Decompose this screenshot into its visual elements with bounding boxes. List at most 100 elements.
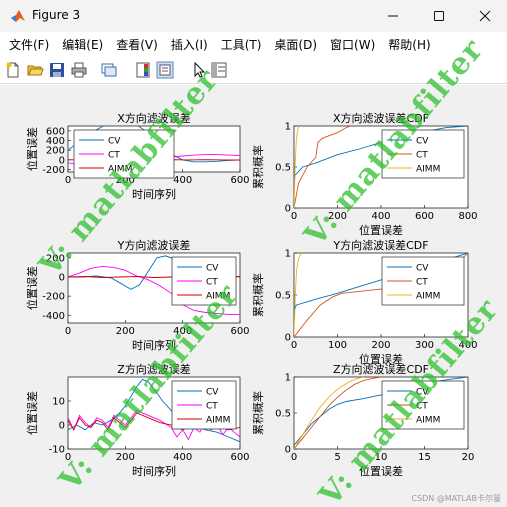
menu-desktop[interactable]: 桌面(D) [274,37,318,52]
series-line-aimm [294,126,300,208]
chart-title: Z方向滤波误差 [117,362,191,376]
y-tick-label: -10 [49,445,65,456]
menu-tools[interactable]: 工具(T) [220,37,262,52]
y-tick-label: 0 [59,155,65,166]
y-tick-label: 0 [285,333,291,344]
matlab-app-icon [11,10,25,22]
csdn-credit: CSDN @MATLAB卡尔曼 [411,494,501,503]
minimize-button[interactable] [370,0,416,32]
legend-label: CV [416,264,429,274]
legend-label: CT [416,402,428,412]
x-tick-label: 400 [458,340,477,351]
series-line-ct [68,265,240,315]
x-tick-label: 100 [328,340,347,351]
x-tick-label: 400 [173,326,192,337]
y-tick-label: -200 [42,165,65,176]
chart-title: Y方向滤波误差CDF [332,238,428,252]
legend-label: CV [416,137,429,147]
x-tick-label: 200 [371,340,390,351]
legend-label: AIMM [416,292,440,302]
x-axis-label: 时间序列 [132,187,176,201]
legend-label: CT [108,151,120,161]
window-title: Figure 3 [32,8,81,22]
x-axis-label: 位置误差 [359,352,403,366]
legend-label: CV [416,388,429,398]
series-line-ct [294,377,382,449]
x-tick-label: 0 [65,326,71,337]
legend-label: CV [206,264,219,274]
x-tick-label: 400 [371,211,390,222]
x-tick-label: 10 [375,452,388,463]
x-tick-label: 0 [65,175,71,186]
y-axis-label: 位置误差 [25,266,39,310]
x-tick-label: 200 [328,211,347,222]
window-titlebar: Figure 3 [0,0,507,32]
y-tick-label: 1 [285,249,291,260]
y-axis-label: 累积概率 [251,273,265,317]
y-tick-label: 0 [285,204,291,215]
legend-label: AIMM [206,416,230,426]
y-tick-label: 0.5 [275,291,291,302]
y-tick-label: 0 [59,272,65,283]
y-axis-label: 累积概率 [251,145,265,189]
x-tick-label: 600 [230,175,249,186]
figure-toolbar [0,56,507,84]
y-tick-label: 1 [285,122,291,133]
property-inspector-icon[interactable] [210,61,228,79]
legend-label: CV [206,388,219,398]
x-axis-label: 位置误差 [359,223,403,237]
insert-legend-icon[interactable] [156,61,174,79]
legend-label: CT [416,278,428,288]
maximize-icon [434,11,444,21]
y-tick-label: 0.5 [275,409,291,420]
save-icon[interactable] [48,61,66,79]
menu-window[interactable]: 窗口(W) [330,37,376,52]
insert-colorbar-icon[interactable] [134,61,152,79]
x-tick-label: 5 [334,452,340,463]
pointer-icon[interactable] [190,61,208,79]
x-tick-label: 15 [418,452,431,463]
close-icon [479,10,491,22]
legend-label: CT [416,151,428,161]
menu-edit[interactable]: 编辑(E) [62,37,104,52]
x-tick-label: 600 [230,326,249,337]
link-plot-icon[interactable] [100,61,118,79]
y-tick-label: 0 [59,421,65,432]
y-tick-label: -400 [42,311,65,322]
x-tick-label: 400 [173,452,192,463]
x-tick-label: 0 [291,340,297,351]
series-line-ct [294,126,351,208]
y-tick-label: 0 [285,445,291,456]
series-line-aimm [294,253,303,337]
x-tick-label: 600 [415,211,434,222]
menu-insert[interactable]: 插入(I) [170,37,208,52]
x-axis-label: 时间序列 [132,338,176,352]
legend-label: AIMM [108,165,132,175]
legend-label: AIMM [206,292,230,302]
x-axis-label: 时间序列 [132,464,176,478]
maximize-button[interactable] [416,0,462,32]
menu-view[interactable]: 查看(V) [116,37,158,52]
new-figure-icon[interactable] [4,61,22,79]
legend-label: CT [206,278,218,288]
menu-help[interactable]: 帮助(H) [388,37,431,52]
close-button[interactable] [462,0,507,32]
open-file-icon[interactable] [26,61,44,79]
chart-title: Z方向滤波误差CDF [333,362,429,376]
y-tick-label: -200 [42,292,65,303]
x-tick-label: 200 [116,326,135,337]
x-tick-label: 200 [116,452,135,463]
y-tick-label: 600 [46,126,65,137]
menu-bar: 文件(F) 编辑(E) 查看(V) 插入(I) 工具(T) 桌面(D) 窗口(W… [0,32,507,56]
y-tick-label: 200 [46,146,65,157]
x-axis-label: 位置误差 [359,464,403,478]
legend-label: AIMM [416,416,440,426]
y-tick-label: 10 [52,397,65,408]
y-axis-label: 累积概率 [251,391,265,435]
menu-file[interactable]: 文件(F) [9,37,50,52]
y-tick-label: 0.5 [275,163,291,174]
print-icon[interactable] [70,61,88,79]
series-line-aimm [294,377,364,449]
x-tick-label: 200 [116,175,135,186]
